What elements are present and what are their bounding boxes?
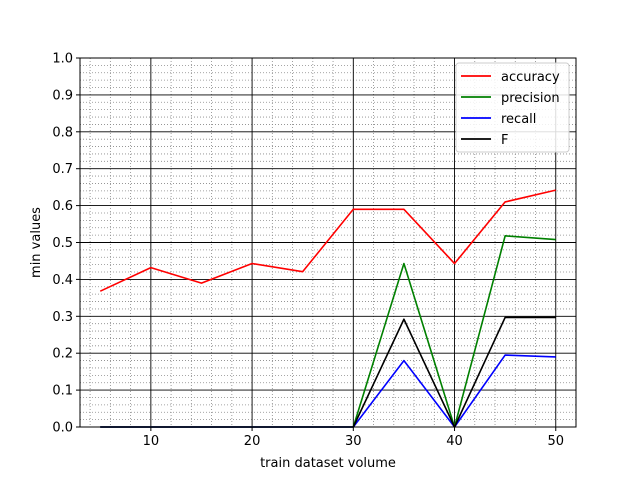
- y-tick-label: 0.8: [52, 125, 73, 140]
- legend-label: F: [501, 133, 508, 148]
- x-axis-ticks: 10 20 30 40 50: [143, 427, 564, 449]
- y-tick-label: 0.7: [52, 162, 73, 177]
- series-layer: [99, 189, 556, 428]
- legend-label: accuracy: [501, 70, 560, 85]
- series-line-precision: [100, 235, 556, 428]
- legend: accuracy precision recall F: [455, 62, 570, 153]
- x-tick-label: 50: [547, 434, 564, 449]
- y-tick-label: 1.0: [52, 52, 73, 67]
- x-tick-label: 20: [244, 434, 261, 449]
- legend-label: recall: [501, 112, 536, 127]
- y-axis-ticks: 0.0 0.1 0.2 0.3 0.4 0.5 0.6 0.7 0.8 0.9 1.0: [52, 52, 80, 436]
- x-tick-label: 40: [446, 434, 463, 449]
- y-tick-label: 0.4: [52, 273, 73, 288]
- y-tick-label: 0.1: [52, 384, 73, 399]
- x-tick-label: 10: [143, 434, 160, 449]
- y-tick-label: 0.5: [52, 236, 73, 251]
- x-tick-label: 30: [345, 434, 362, 449]
- series-line-recall: [100, 354, 556, 428]
- series-line-accuracy: [99, 189, 556, 292]
- series-line-F: [100, 316, 556, 428]
- y-tick-label: 0.3: [52, 310, 73, 325]
- x-axis-label: train dataset volume: [260, 456, 396, 471]
- y-tick-label: 0.6: [52, 199, 73, 214]
- y-tick-label: 0.9: [52, 88, 73, 103]
- y-tick-label: 0.2: [52, 347, 73, 362]
- legend-label: precision: [501, 91, 560, 106]
- legend-box: [455, 62, 570, 153]
- y-tick-label: 0.0: [52, 421, 73, 436]
- y-axis-label: min values: [29, 207, 44, 278]
